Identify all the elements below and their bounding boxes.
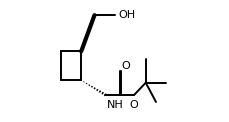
Text: O: O [129,100,137,110]
Text: NH: NH [107,100,123,110]
Text: OH: OH [118,10,135,20]
Text: O: O [121,61,130,71]
